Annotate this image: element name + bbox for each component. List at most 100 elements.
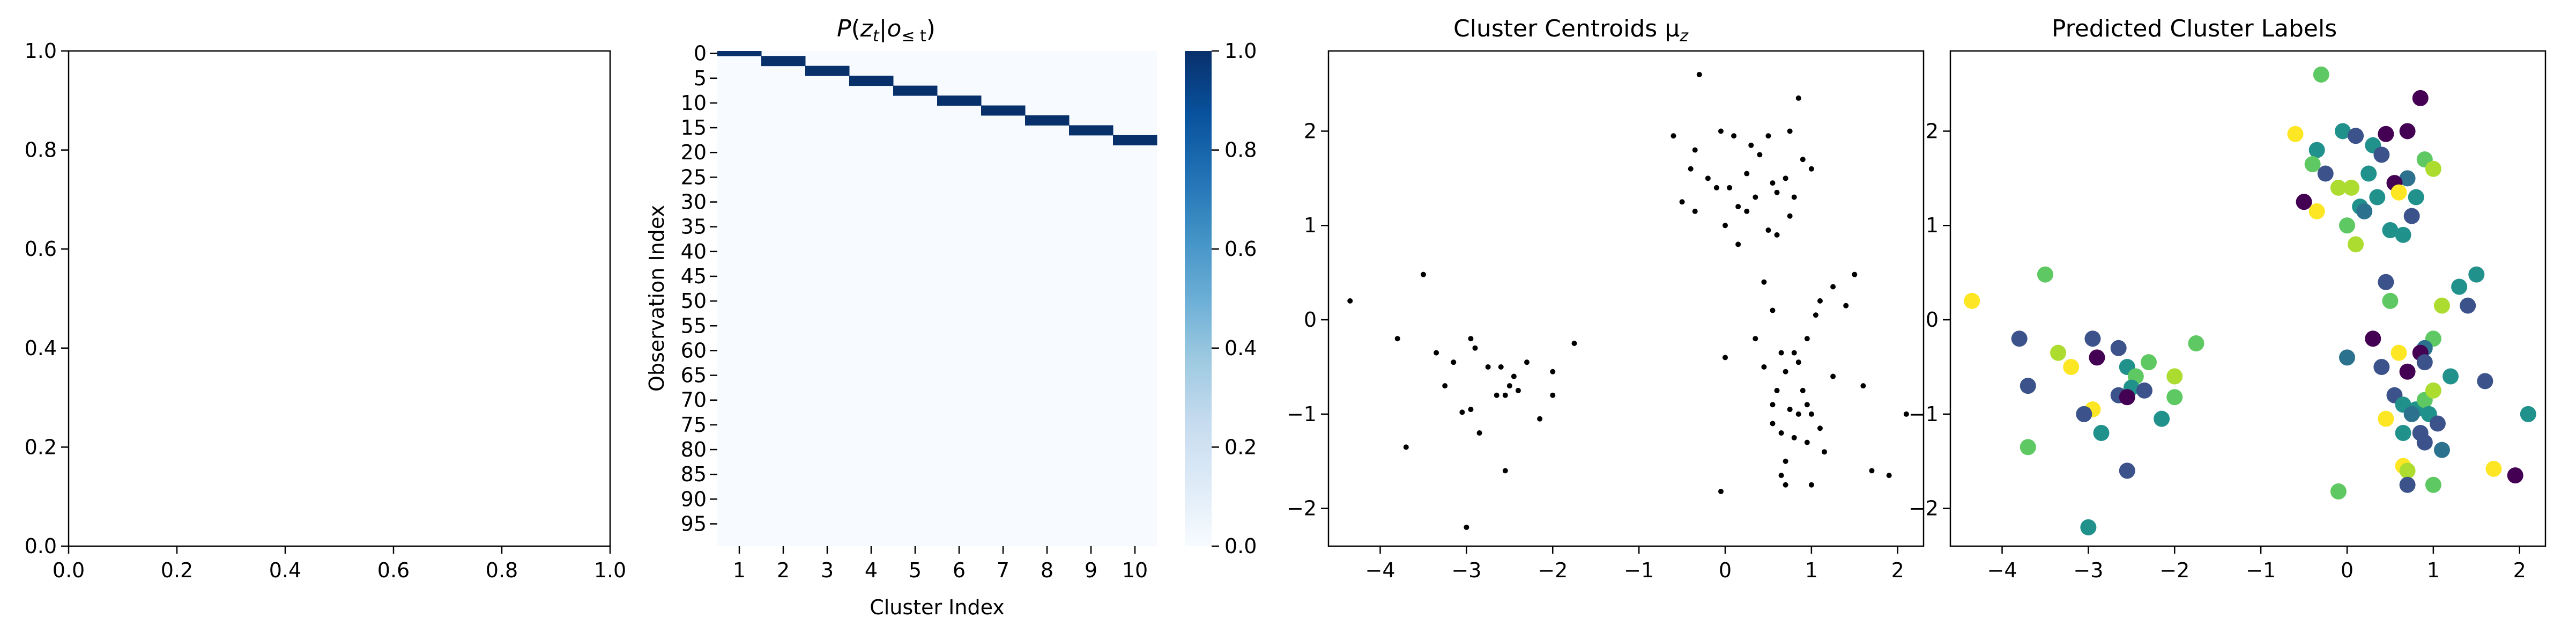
label-point: [2296, 194, 2312, 210]
label-point: [2317, 165, 2334, 182]
heatmap-cell: [717, 51, 762, 56]
label-point: [2382, 292, 2399, 309]
heatmap-cell: [1069, 130, 1113, 136]
label-point: [2356, 203, 2373, 219]
heatmap-title-p: P: [837, 15, 851, 42]
centroid-point: [1679, 199, 1685, 205]
label-point: [2166, 368, 2183, 385]
empty-axes-panel: 0.0 0.2 0.4 0.6 0.8 1.0 0.0 0.2 0.4 0.6 0.8 1.0: [25, 39, 627, 582]
y-tick-label: −1: [1287, 402, 1317, 426]
y-tick-label: 45: [681, 264, 707, 288]
centroid-point: [1774, 387, 1780, 393]
label-point: [2399, 363, 2416, 380]
label-point: [2020, 439, 2036, 455]
centroid-point: [1808, 166, 1814, 172]
y-tick-label: 5: [694, 67, 707, 90]
label-point: [2339, 349, 2355, 366]
label-point: [2119, 462, 2135, 479]
label-point: [2308, 203, 2325, 219]
label-point: [2412, 90, 2429, 106]
y-tick-label: 50: [681, 289, 707, 313]
label-point: [2330, 483, 2347, 500]
y-tick-label: 0.4: [25, 336, 57, 360]
centroid-point: [1688, 166, 1694, 172]
x-tick-label: 6: [953, 558, 966, 582]
heatmap-cells: [717, 51, 1157, 145]
centroid-point: [1804, 439, 1810, 445]
centroid-point: [1852, 271, 1858, 277]
heatmap-title-open: (: [851, 15, 860, 42]
label-point: [2520, 406, 2536, 422]
centroid-point: [1744, 208, 1750, 214]
x-tick-label: 2: [777, 558, 790, 582]
heatmap-cell: [1025, 120, 1070, 126]
label-point: [2391, 184, 2407, 201]
label-point: [2037, 266, 2053, 283]
centroid-point: [1476, 430, 1482, 436]
label-point: [2339, 217, 2355, 234]
label-point: [2093, 425, 2110, 442]
x-tick-label: 0.0: [53, 558, 85, 582]
label-point: [2433, 297, 2450, 314]
centroid-point: [1804, 402, 1810, 408]
centroid-point: [1692, 208, 1698, 214]
label-point: [2403, 208, 2420, 224]
y-tick-label: 0: [1926, 308, 1939, 332]
centroid-point: [1459, 409, 1465, 415]
label-point: [2391, 344, 2407, 361]
heatmap-panel: P(zt|o≤ t) 1 2 3 4 5 6 7 8 9 10051015202530354045…: [645, 15, 1257, 619]
colorbar-tick-label: 0.2: [1224, 435, 1257, 459]
centroid-point: [1778, 430, 1784, 436]
label-point: [2080, 519, 2097, 535]
x-tick-label: 0: [1719, 558, 1732, 582]
label-points: [1964, 66, 2536, 535]
x-tick-label: −3: [2073, 558, 2103, 582]
label-point: [2373, 358, 2390, 375]
empty-axes-frame: [68, 50, 611, 547]
centroid-point: [1765, 227, 1771, 233]
label-point: [2460, 297, 2476, 314]
heatmap-cell: [761, 56, 806, 61]
centroid-point: [1550, 392, 1556, 398]
label-point: [2382, 222, 2399, 239]
y-tick-label: 10: [681, 91, 707, 115]
centroid-point: [1502, 392, 1508, 398]
y-tick-label: 0.0: [25, 534, 57, 558]
y-tick-label: 0.6: [25, 237, 57, 261]
centroid-point: [1705, 175, 1711, 181]
centroid-point: [1506, 383, 1512, 389]
label-point: [2395, 226, 2411, 243]
label-point: [2451, 278, 2468, 295]
label-point: [2308, 142, 2325, 158]
centroid-point: [1813, 312, 1818, 318]
label-point: [2378, 126, 2394, 142]
centroid-point: [1787, 407, 1793, 413]
y-tick-label: 60: [681, 339, 707, 362]
label-point: [2166, 389, 2183, 406]
centroid-point: [1800, 157, 1806, 163]
x-tick-label: 1.0: [594, 558, 626, 582]
heatmap-cell: [981, 110, 1026, 116]
x-tick-label: 1: [2427, 558, 2440, 582]
centroid-point: [1727, 185, 1733, 190]
centroid-point: [1502, 468, 1508, 474]
label-point: [2399, 170, 2416, 187]
centroid-point: [1442, 383, 1448, 389]
centroid-point: [1731, 133, 1737, 139]
label-point: [2348, 236, 2364, 253]
x-tick-label: 9: [1085, 558, 1097, 582]
y-tick-label: 55: [681, 314, 707, 337]
centroid-point: [1713, 185, 1719, 190]
colorbar-tick-label: 0.8: [1224, 138, 1257, 162]
x-tick-label: −2: [1538, 558, 1568, 582]
x-tick-label: 5: [909, 558, 922, 582]
y-tick-label: 15: [681, 116, 707, 139]
heatmap-title-o: o: [887, 15, 901, 42]
label-point: [2395, 425, 2411, 442]
labels-title: Predicted Cluster Labels: [2052, 15, 2337, 42]
centroid-point: [1808, 482, 1814, 488]
heatmap-cell: [849, 76, 894, 81]
label-point: [2119, 389, 2135, 406]
centroid-point: [1791, 350, 1797, 356]
centroid-point: [1783, 369, 1788, 374]
